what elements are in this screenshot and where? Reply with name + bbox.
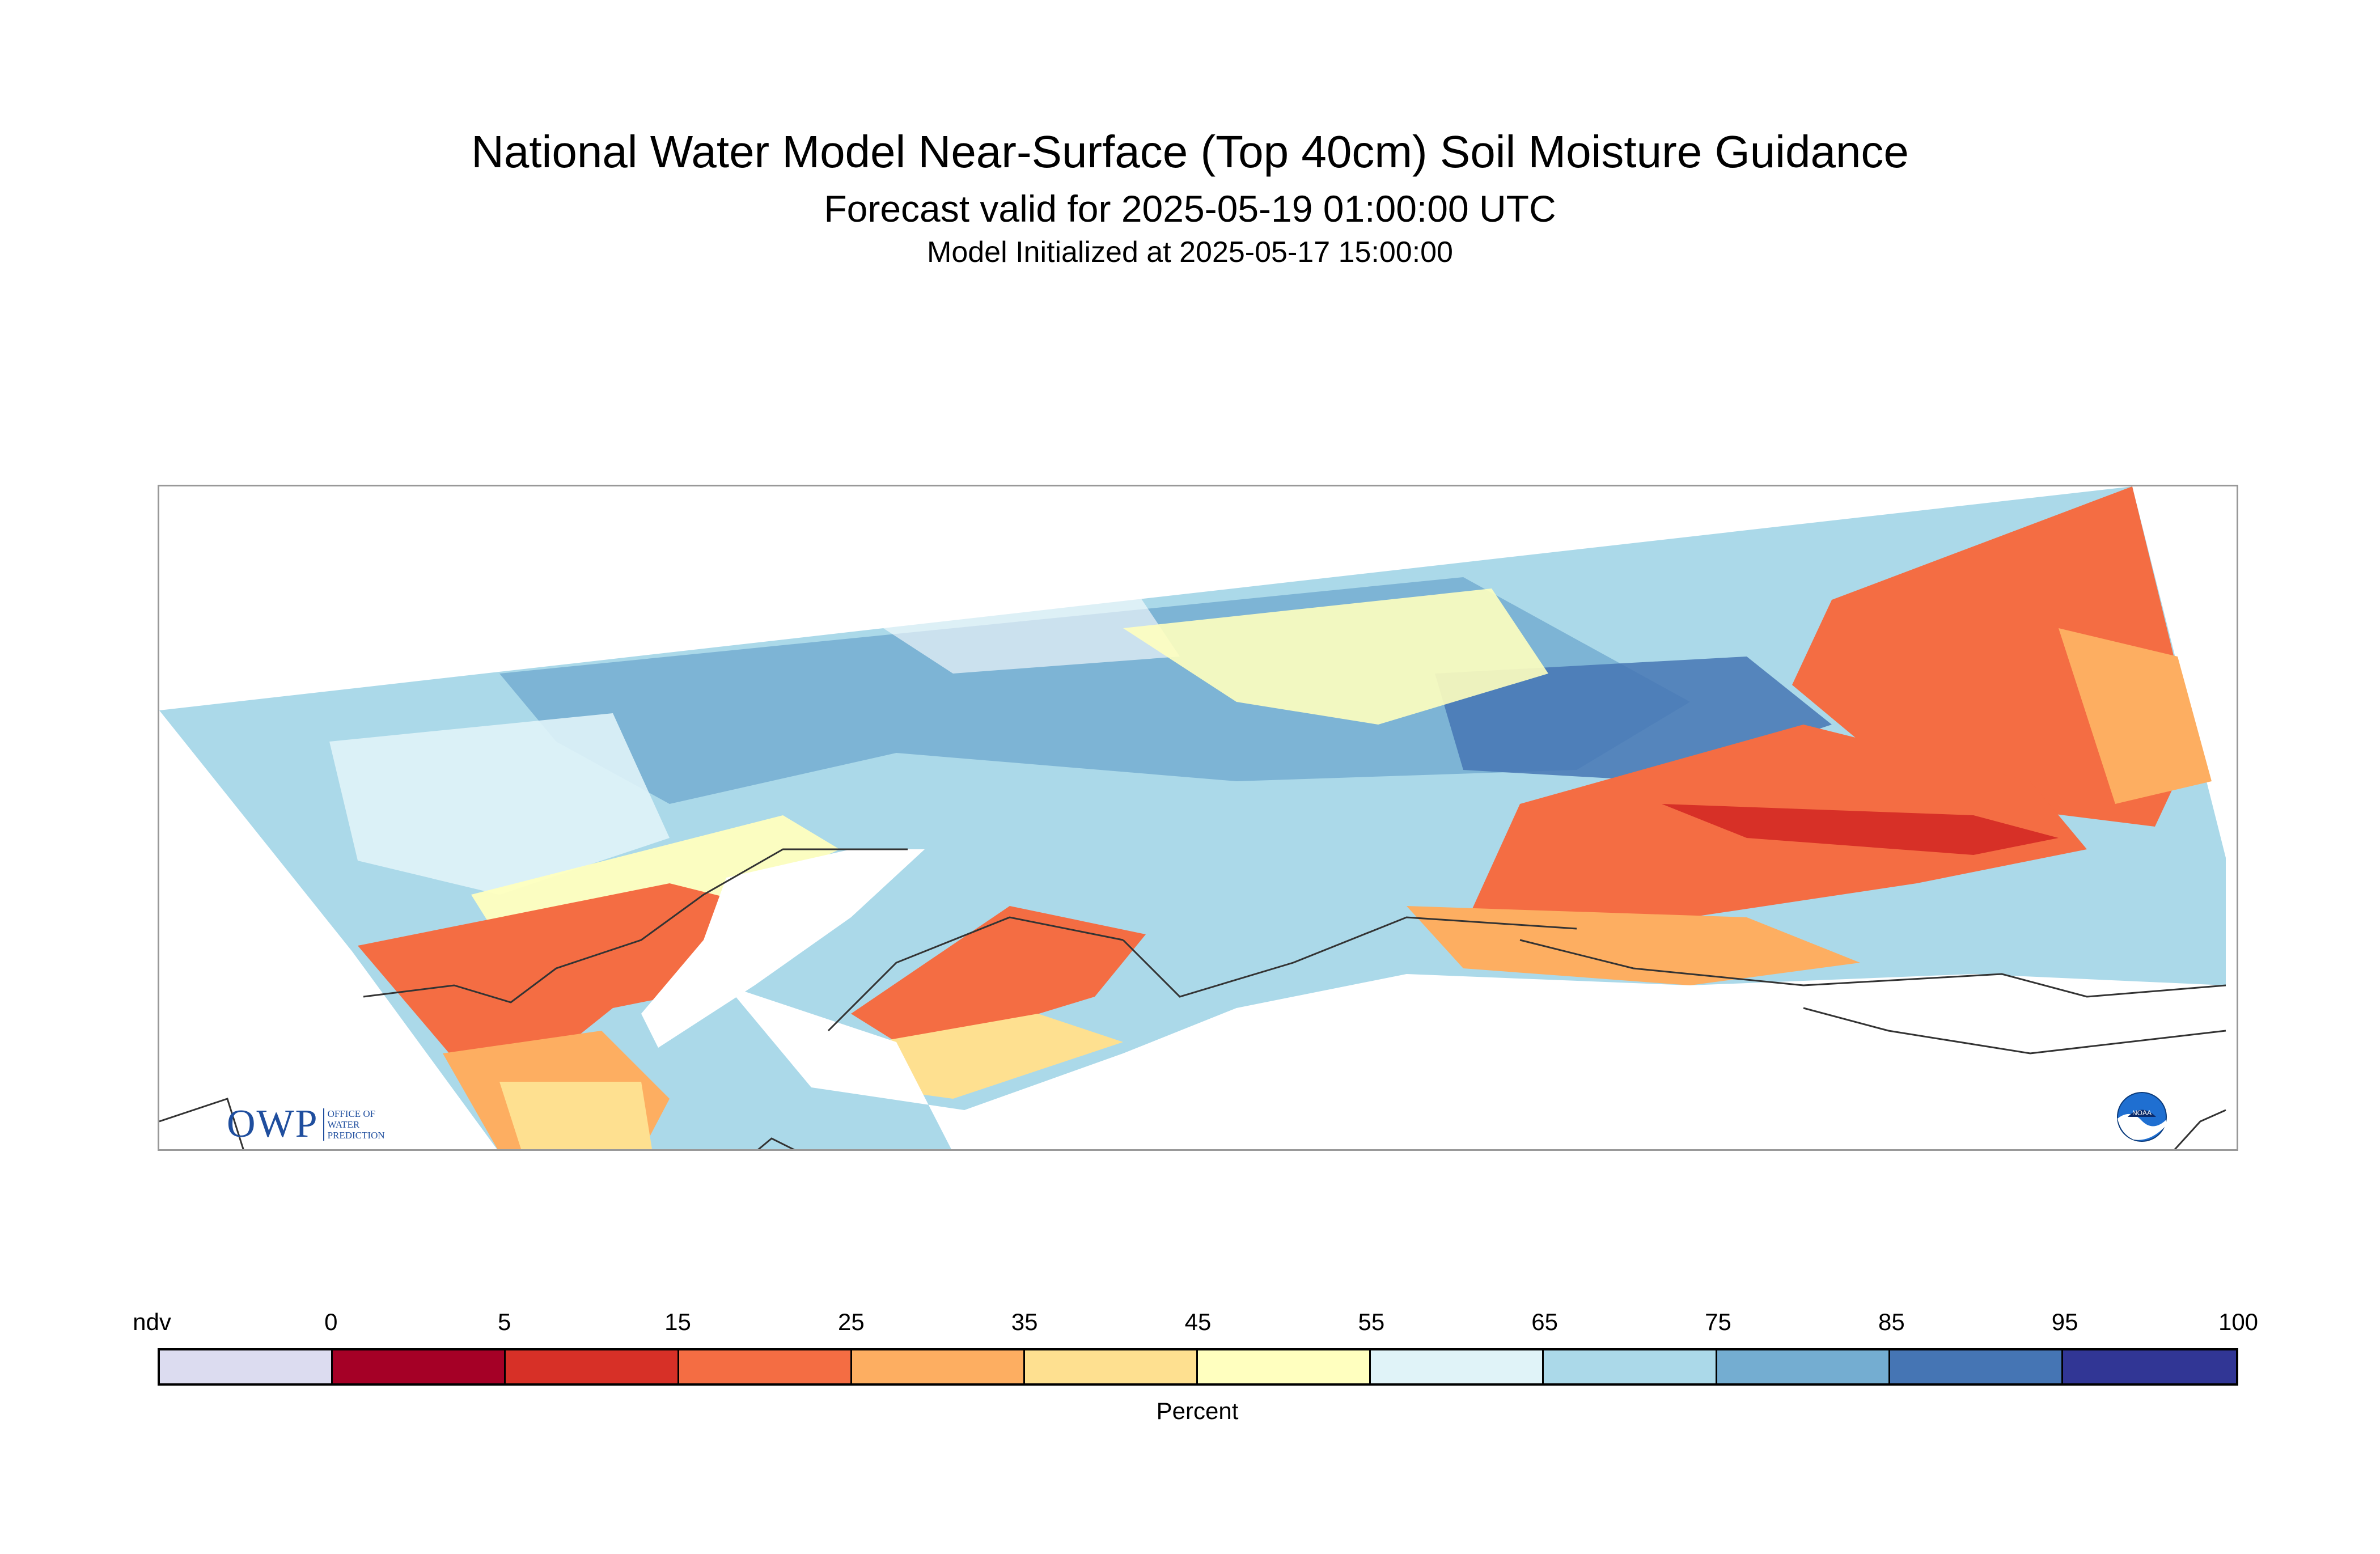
model-init-time: Model Initialized at 2025-05-17 15:00:00: [927, 236, 1453, 269]
snow-patch-north: [840, 571, 1180, 674]
cook-inlet-water: [641, 849, 925, 1048]
dry-region-south-coast: [499, 1082, 653, 1149]
legend-swatch: [1717, 1350, 1890, 1383]
legend-tick-label: 55: [1358, 1309, 1385, 1335]
legend-swatch: [1024, 1350, 1199, 1383]
legend-tick-label: 75: [1705, 1309, 1731, 1335]
dry-region-east: [2059, 628, 2212, 804]
dry-region-kenai: [851, 906, 1146, 1042]
legend-tick-label: 45: [1184, 1309, 1212, 1335]
coastline: [363, 848, 2226, 1055]
legend-swatch: [852, 1350, 1025, 1383]
owp-logo-letters: OWP: [227, 1102, 319, 1146]
legend-swatch: [1198, 1350, 1371, 1383]
legend-swatch: [679, 1350, 852, 1383]
owp-logo: OWP Office of Water Prediction: [227, 1102, 385, 1146]
owp-logo-word: Water: [327, 1119, 360, 1130]
legend-tick-label: 85: [1878, 1309, 1905, 1335]
map-canvas: [159, 486, 2226, 1149]
legend-swatch: [333, 1350, 506, 1383]
legend-swatch: [1890, 1350, 2063, 1383]
owp-logo-words: Office of Water Prediction: [323, 1108, 385, 1141]
map-title: National Water Model Near-Surface (Top 4…: [471, 126, 1909, 177]
legend-tick-label: 100: [2218, 1309, 2259, 1335]
legend-unit-label: Percent: [1156, 1398, 1239, 1424]
legend-colorbar: [158, 1348, 2238, 1386]
dry-belt-central: [1123, 588, 1548, 725]
legend-swatch: [1544, 1350, 1717, 1383]
driest-ridges: [1662, 804, 2059, 855]
legend-tick-label: 95: [2051, 1309, 2078, 1335]
legend-tick-label: ndv: [133, 1309, 171, 1335]
soil-moisture-map: [158, 485, 2238, 1151]
owp-logo-word: Prediction: [327, 1129, 385, 1141]
gulf-of-alaska: [726, 974, 2226, 1149]
legend-swatch: [506, 1350, 679, 1383]
dry-region-northeast: [1792, 486, 2195, 827]
legend-swatch: [160, 1350, 333, 1383]
dry-region-southwest: [358, 883, 783, 1059]
southeast-coast-band: [1407, 906, 1860, 985]
legend-swatch: [2063, 1350, 2237, 1383]
forecast-valid-time: Forecast valid for 2025-05-19 01:00:00 U…: [824, 188, 1556, 230]
legend-tick-label: 0: [324, 1309, 338, 1335]
legend-tick-label: 15: [664, 1309, 691, 1335]
legend-tick-label: 25: [837, 1309, 865, 1335]
legend-swatch: [1371, 1350, 1544, 1383]
legend-tick-label: 35: [1011, 1309, 1038, 1335]
noaa-logo: NOAA: [2117, 1092, 2167, 1142]
coastline-islands: [159, 1098, 2226, 1149]
moist-patch-west: [329, 713, 670, 895]
noaa-logo-text: NOAA: [2132, 1109, 2152, 1117]
legend-tick-label: 65: [1531, 1309, 1559, 1335]
owp-logo-word: Office of: [327, 1108, 376, 1119]
legend-tick-label: 5: [497, 1309, 511, 1335]
